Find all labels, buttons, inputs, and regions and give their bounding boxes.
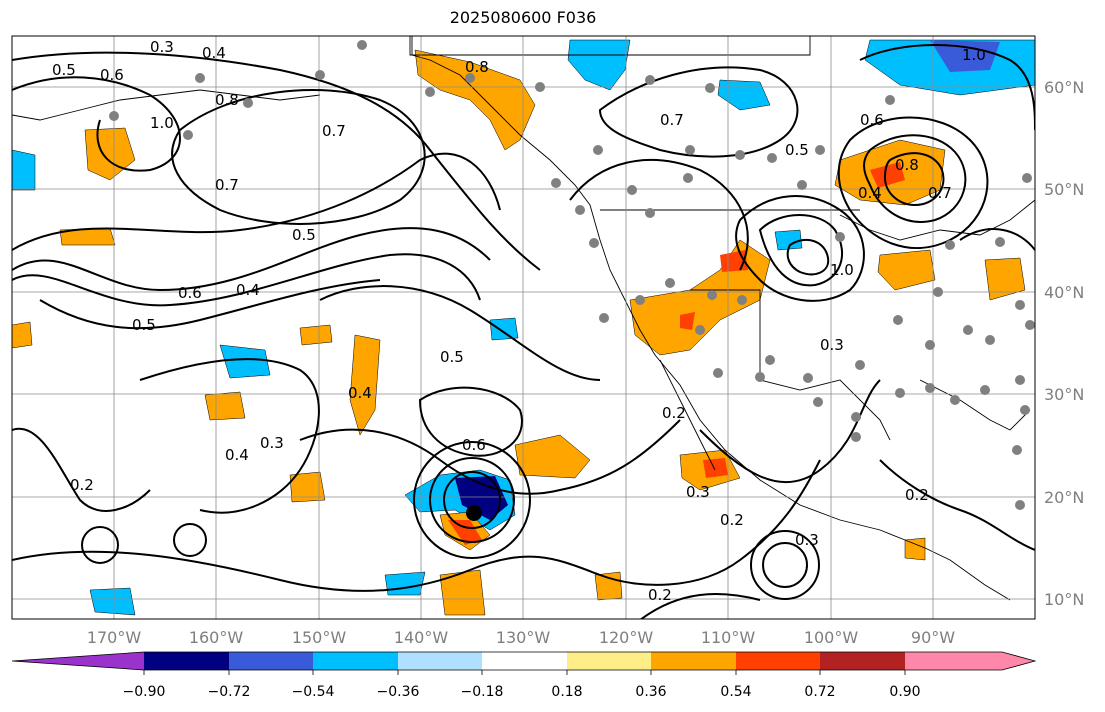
colorbar-tick-label: 0.54 bbox=[720, 684, 751, 700]
contour-label: 0.3 bbox=[150, 38, 174, 56]
contour-label: 0.8 bbox=[895, 156, 919, 174]
colorbar-bin bbox=[1002, 652, 1035, 670]
lat-label: 10°N bbox=[1044, 590, 1084, 609]
contour-label: 0.7 bbox=[215, 176, 239, 194]
contour-label: 0.8 bbox=[215, 91, 239, 109]
contour-label: 0.3 bbox=[795, 531, 819, 549]
contour-label: 0.4 bbox=[348, 384, 372, 402]
contour-label: 0.6 bbox=[178, 284, 202, 302]
contours bbox=[12, 44, 1035, 619]
contour-label: 0.2 bbox=[905, 486, 929, 504]
lon-label: 130°W bbox=[496, 628, 551, 647]
lon-label: 170°W bbox=[87, 628, 142, 647]
contour-label: 0.3 bbox=[686, 483, 710, 501]
colorbar-tick-label: 0.90 bbox=[889, 684, 920, 700]
contour-label: 0.4 bbox=[202, 44, 226, 62]
contour-label: 1.0 bbox=[962, 46, 986, 64]
colorbar-bin bbox=[229, 652, 313, 670]
contour-label: 0.4 bbox=[858, 184, 882, 202]
colorbar-bin bbox=[313, 652, 398, 670]
lon-label: 100°W bbox=[804, 628, 859, 647]
contour-label: 0.3 bbox=[260, 434, 284, 452]
contour-label: 0.7 bbox=[322, 122, 346, 140]
colorbar-tick-label: −0.18 bbox=[461, 684, 504, 700]
latitude-labels: 60°N 50°N 40°N 30°N 20°N 10°N bbox=[1044, 78, 1084, 609]
lat-label: 40°N bbox=[1044, 283, 1084, 302]
colorbar-bin bbox=[567, 652, 651, 670]
observation-dots bbox=[109, 40, 1035, 510]
contour-label: 0.4 bbox=[236, 281, 260, 299]
colorbar-bin bbox=[905, 652, 1002, 670]
contour-label: 0.2 bbox=[662, 404, 686, 422]
contour-label: 0.5 bbox=[440, 348, 464, 366]
colorbar-bin bbox=[482, 652, 567, 670]
contour-label: 0.3 bbox=[820, 336, 844, 354]
colorbar-tick-label: −0.72 bbox=[208, 684, 251, 700]
colorbar-tick-label: −0.54 bbox=[292, 684, 335, 700]
colorbar-tick-label: 0.36 bbox=[635, 684, 666, 700]
contour-label: 0.6 bbox=[462, 436, 486, 454]
graticule bbox=[12, 36, 1035, 619]
contour-label: 0.5 bbox=[132, 316, 156, 334]
longitude-labels: 170°W 160°W 150°W 140°W 130°W 120°W 110°… bbox=[87, 628, 955, 647]
contour-label: 0.5 bbox=[52, 61, 76, 79]
lon-label: 150°W bbox=[292, 628, 347, 647]
lon-label: 140°W bbox=[394, 628, 449, 647]
storm-center-marker bbox=[466, 505, 482, 521]
colorbar-bin bbox=[736, 652, 820, 670]
map-title: 2025080600 F036 bbox=[449, 8, 597, 27]
colorbar-tick-label: 0.72 bbox=[804, 684, 835, 700]
colorbar-tick-label: −0.36 bbox=[377, 684, 420, 700]
colorbar-tick-label: −0.90 bbox=[123, 684, 166, 700]
lat-label: 60°N bbox=[1044, 78, 1084, 97]
contour-label: 1.0 bbox=[150, 114, 174, 132]
contour-label: 1.0 bbox=[830, 261, 854, 279]
contour-label: 0.6 bbox=[860, 111, 884, 129]
colorbar-tick-label: 0.18 bbox=[551, 684, 582, 700]
colorbar-bin bbox=[12, 652, 144, 670]
contour-label: 0.2 bbox=[648, 586, 672, 604]
lat-label: 30°N bbox=[1044, 385, 1084, 404]
contour-labels: 0.3 0.4 0.5 0.6 0.8 1.0 0.7 0.5 0.6 0.4 … bbox=[52, 38, 986, 604]
contour-label: 0.5 bbox=[785, 141, 809, 159]
coastlines bbox=[12, 36, 1035, 601]
lon-label: 90°W bbox=[911, 628, 955, 647]
colorbar-bin bbox=[144, 652, 229, 670]
contour-label: 0.6 bbox=[100, 66, 124, 84]
contour-label: 0.2 bbox=[720, 511, 744, 529]
lon-label: 110°W bbox=[701, 628, 756, 647]
colorbar-bin bbox=[820, 652, 905, 670]
lon-label: 160°W bbox=[189, 628, 244, 647]
colorbar-bin bbox=[398, 652, 482, 670]
lon-label: 120°W bbox=[599, 628, 654, 647]
contour-label: 0.7 bbox=[928, 184, 952, 202]
contour-label: 0.2 bbox=[70, 476, 94, 494]
contour-label: 0.5 bbox=[292, 226, 316, 244]
colorbar: −0.90 −0.72 −0.54 −0.36 −0.18 0.18 0.36 … bbox=[11, 651, 1037, 700]
lat-label: 50°N bbox=[1044, 180, 1084, 199]
map-frame bbox=[11, 35, 1036, 620]
lat-label: 20°N bbox=[1044, 488, 1084, 507]
contour-label: 0.4 bbox=[225, 446, 249, 464]
colorbar-bin bbox=[651, 652, 736, 670]
contour-label: 0.7 bbox=[660, 111, 684, 129]
map-panel bbox=[12, 36, 1035, 619]
contour-label: 0.8 bbox=[465, 58, 489, 76]
